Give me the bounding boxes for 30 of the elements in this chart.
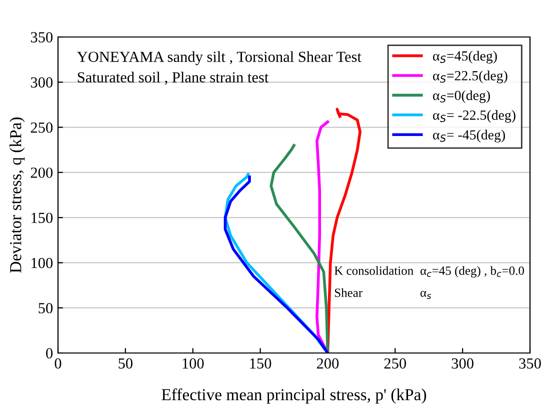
y-tick-label: 200: [30, 168, 53, 178]
annotation: K consolidation: [334, 266, 414, 275]
x-tick-label: 0: [54, 358, 62, 369]
y-tick-label: 300: [30, 77, 53, 88]
x-tick-label: 200: [316, 358, 339, 369]
legend-label: α$_{S}$=45(deg): [433, 50, 497, 64]
x-tick-label: 300: [452, 358, 474, 369]
y-tick-label: 250: [30, 122, 53, 133]
annotation: α$_{s}$: [420, 290, 432, 299]
legend-label: α$_{S}$= -22.5(deg): [433, 110, 516, 123]
legend-label: α$_{S}$=0(deg): [433, 90, 490, 103]
x-tick-label: 250: [384, 358, 406, 369]
annotation: YONEYAMA sandy silt , Torsional Shear Test: [77, 51, 362, 66]
y-tick-label: 100: [32, 258, 53, 268]
y-tick-label: 150: [32, 212, 53, 224]
legend-label: α$_{S}$= -45(deg): [433, 130, 505, 142]
x-tick-label: 350: [519, 358, 541, 369]
y-tick-label: 350: [30, 32, 53, 42]
x-tick-label: 50: [118, 358, 132, 369]
x-axis-title: Effective mean principal stress, p' (kPa): [162, 388, 426, 404]
annotation: Saturated soil , Plane strain test: [78, 72, 269, 85]
x-tick-label: 100: [182, 358, 204, 369]
x-tick-label: 150: [250, 358, 272, 369]
annotation: α$_{c}$=45 (deg) , b$_{c}$=0.0: [420, 266, 524, 278]
y-tick-label: 0: [46, 348, 53, 358]
y-tick-label: 50: [38, 303, 53, 314]
legend-label: α$_{S}$=22.5(deg): [433, 70, 508, 84]
line-series: [270, 144, 330, 353]
y-axis-title: Deviator stress, q (kPa): [10, 118, 25, 273]
annotation: Shear: [334, 288, 362, 298]
